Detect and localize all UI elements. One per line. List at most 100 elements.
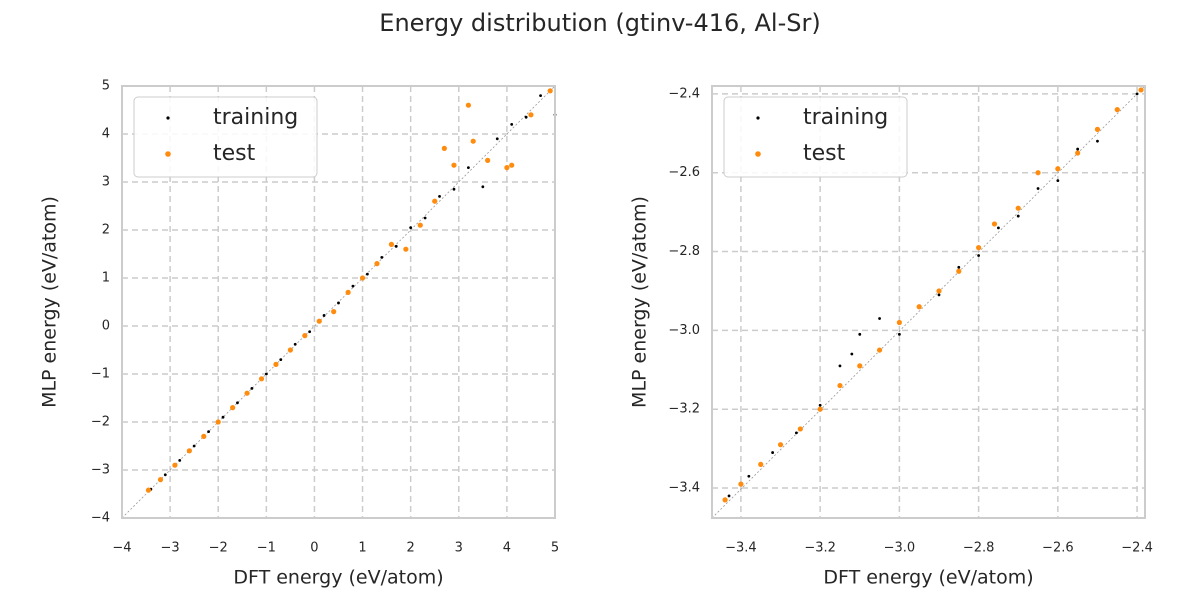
point — [1096, 139, 1099, 143]
point — [916, 304, 922, 310]
point — [351, 284, 355, 288]
y-axis-label: MLP energy (eV/atom) — [39, 196, 61, 408]
point — [186, 448, 192, 454]
point — [432, 198, 438, 204]
x-tick-label: 0 — [310, 541, 318, 556]
y-tick-label: 3 — [102, 175, 110, 190]
point — [403, 246, 409, 252]
legend-marker — [165, 151, 171, 157]
point — [956, 268, 962, 274]
point — [1016, 214, 1020, 218]
point — [308, 330, 312, 334]
point — [997, 226, 1000, 230]
point — [818, 403, 822, 407]
point — [451, 162, 457, 168]
axes-frame — [121, 85, 556, 519]
y-tick-label: −3 — [91, 463, 110, 478]
legend-marker — [166, 116, 170, 120]
x-tick-label: −3.4 — [725, 541, 757, 556]
point — [1076, 147, 1080, 151]
point — [838, 364, 842, 368]
point — [509, 162, 515, 168]
point — [394, 244, 398, 248]
point — [1036, 187, 1040, 190]
y-tick-label: 0 — [102, 319, 110, 334]
point — [758, 461, 764, 467]
point — [172, 462, 178, 468]
panel: −3.4 −3.2 −3.0 −2.8 −2.6 −2.4 −3.4 −3.2 −3.0 −2.8… — [629, 85, 1153, 589]
point — [215, 419, 221, 425]
point — [264, 372, 268, 376]
point — [331, 309, 337, 315]
x-tick-label: −2.6 — [1042, 541, 1074, 556]
point — [481, 185, 485, 189]
point — [991, 221, 998, 227]
point — [250, 387, 254, 390]
point — [322, 314, 326, 317]
point — [485, 157, 491, 163]
legend-label: training — [803, 105, 888, 130]
x-tick-label: 2 — [407, 541, 415, 556]
point — [423, 216, 427, 220]
y-tick-label: 2 — [102, 223, 110, 238]
point — [465, 102, 471, 108]
x-tick-label: −2 — [209, 541, 228, 556]
y-tick-label: −4 — [91, 511, 110, 526]
point — [722, 497, 728, 503]
y-tick-label: 1 — [102, 271, 110, 286]
x-axis-label: DFT energy (eV/atom) — [233, 567, 443, 589]
point — [157, 477, 164, 483]
y-tick-label: 5 — [102, 79, 110, 94]
y-tick-label: −1 — [91, 367, 110, 382]
point — [293, 342, 297, 346]
x-tick-label: 3 — [455, 541, 463, 556]
point — [510, 123, 514, 126]
y-tick-label: −2.8 — [668, 244, 700, 259]
y-tick-label: 4 — [102, 127, 110, 142]
point — [258, 376, 265, 382]
point — [467, 166, 470, 170]
point — [302, 333, 308, 339]
point — [897, 332, 901, 336]
point — [495, 137, 499, 141]
y-tick-label: −2 — [91, 415, 110, 430]
point — [345, 289, 351, 295]
y-tick-label: −3.2 — [668, 402, 700, 417]
y-tick-label: −3.0 — [668, 323, 700, 338]
point — [727, 494, 731, 498]
point — [201, 433, 207, 439]
x-tick-label: −3.2 — [804, 541, 836, 556]
point — [1135, 92, 1139, 96]
point — [207, 430, 211, 433]
point — [1075, 150, 1081, 156]
point — [452, 187, 456, 191]
point — [236, 401, 239, 405]
legend-label: training — [213, 105, 298, 130]
point — [878, 317, 881, 320]
point — [441, 145, 447, 151]
point — [145, 487, 152, 493]
point — [365, 272, 369, 276]
point — [337, 301, 340, 305]
point — [504, 165, 510, 171]
point — [417, 222, 423, 228]
point — [937, 293, 941, 297]
point — [957, 265, 961, 269]
point — [524, 115, 528, 119]
legend-marker — [756, 116, 760, 120]
point — [837, 382, 843, 389]
legend-label: test — [803, 141, 846, 166]
point — [359, 275, 366, 281]
point — [316, 318, 322, 324]
legend-marker — [755, 151, 761, 157]
x-axis-label: DFT energy (eV/atom) — [823, 567, 1033, 589]
point — [1015, 205, 1021, 211]
point — [858, 332, 862, 336]
point — [547, 88, 553, 94]
point — [230, 405, 236, 411]
point — [896, 319, 902, 326]
panel: −4 −3 −2 −1 0 1 2 3 4 5 −4 −3 −2 −1 0 1 2 3 4 5 DFT energy (… — [39, 79, 560, 589]
y-tick-label: −2.4 — [668, 86, 700, 101]
x-tick-label: 1 — [358, 541, 366, 556]
point — [817, 406, 823, 412]
